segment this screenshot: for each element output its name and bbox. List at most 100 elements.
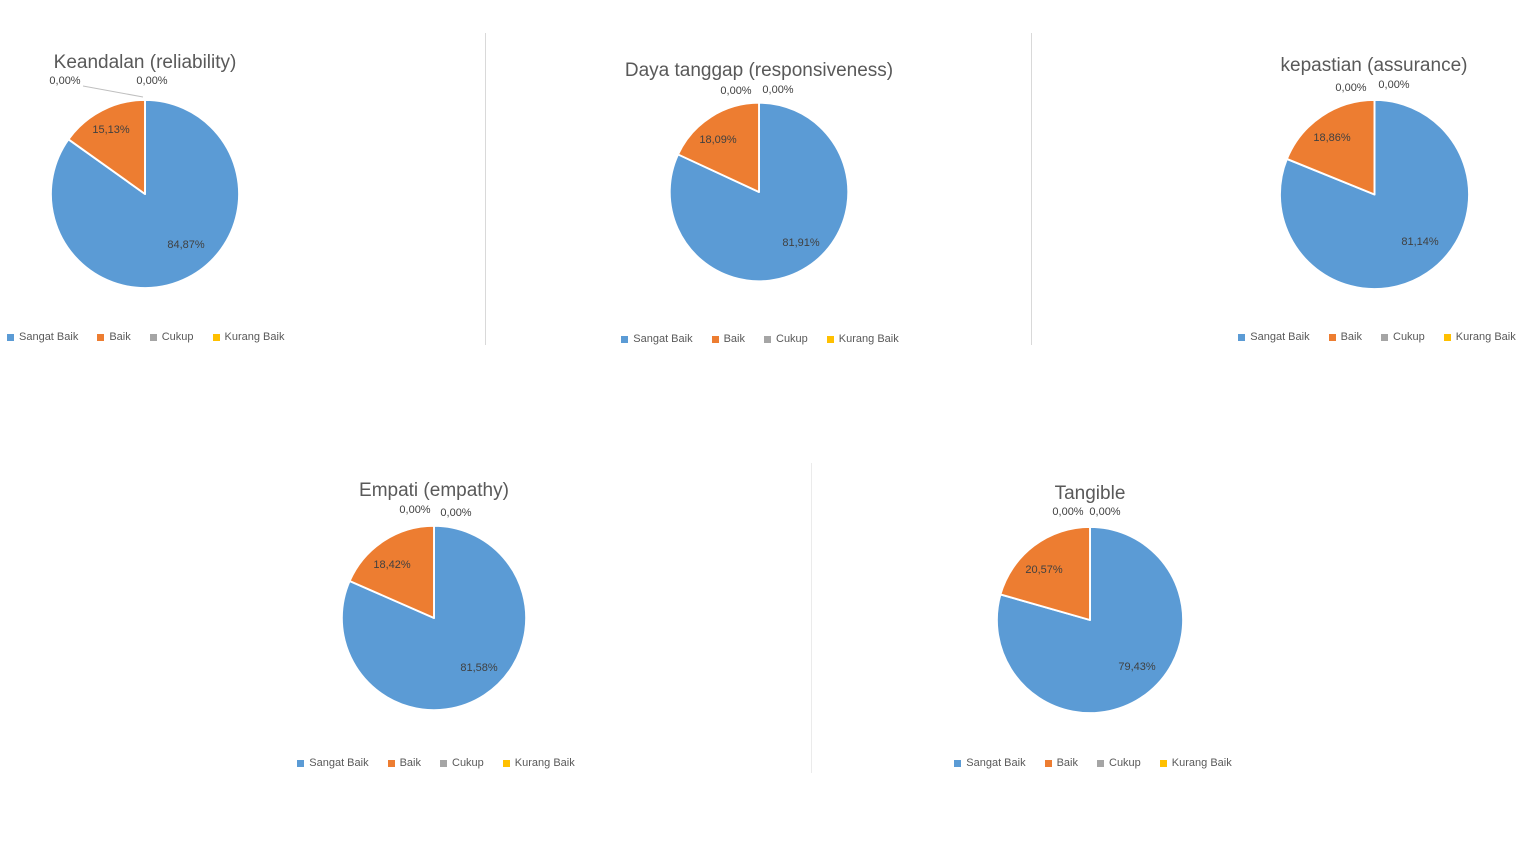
pie-plot <box>49 98 240 290</box>
data-label-sangat-baik: 79,43% <box>1118 661 1156 673</box>
legend-label: Sangat Baik <box>19 331 79 343</box>
chart-title: Tangible <box>1054 482 1126 504</box>
legend-item-kurang-baik: Kurang Baik <box>502 757 575 769</box>
legend-item-baik: Baik <box>711 333 745 345</box>
vertical-divider <box>1031 33 1032 345</box>
data-label-kurang-baik: 0,00% <box>136 75 168 87</box>
legend-label: Kurang Baik <box>224 331 285 343</box>
legend-item-cukup: Cukup <box>1381 331 1425 343</box>
legend-label: Baik <box>1056 757 1078 769</box>
data-label-cukup: 0,00% <box>1335 82 1367 94</box>
legend-marker-cukup <box>1381 333 1388 341</box>
legend-item-sangat-baik: Sangat Baik <box>297 757 369 769</box>
data-label-baik: 18,09% <box>699 134 737 146</box>
legend-marker-sangat-baik <box>621 335 629 343</box>
data-label-cukup: 0,00% <box>49 75 81 87</box>
legend-marker-kurang-baik <box>502 759 510 767</box>
legend-marker-baik <box>1044 759 1052 767</box>
legend-label: Cukup <box>1393 331 1425 343</box>
legend-label: Sangat Baik <box>966 757 1026 769</box>
legend-label: Kurang Baik <box>1455 331 1516 343</box>
legend-marker-kurang-baik <box>212 333 220 341</box>
chart-title: Keandalan (reliability) <box>53 51 237 73</box>
legend-marker-sangat-baik <box>7 333 14 341</box>
legend-label: Kurang Baik <box>1171 757 1232 769</box>
data-label-cukup: 0,00% <box>399 504 431 516</box>
legend-label: Sangat Baik <box>309 757 369 769</box>
legend-label: Baik <box>723 333 745 345</box>
legend: Sangat Baik Baik Cukup Kurang Baik <box>1177 331 1524 343</box>
legend-label: Sangat Baik <box>1250 331 1310 343</box>
data-label-cukup: 0,00% <box>720 85 752 97</box>
legend-item-cukup: Cukup <box>1097 757 1141 769</box>
chart-title: Empati (empathy) <box>359 479 509 501</box>
legend-label: Kurang Baik <box>838 333 899 345</box>
legend-item-baik: Baik <box>1328 331 1362 343</box>
chart-title: Daya tanggap (responsiveness) <box>624 59 894 81</box>
data-label-baik: 18,86% <box>1313 132 1351 144</box>
legend-marker-cukup <box>440 759 447 767</box>
legend-marker-cukup <box>1097 759 1104 767</box>
legend-label: Cukup <box>161 331 194 343</box>
data-label-baik: 15,13% <box>92 124 130 136</box>
legend-item-cukup: Cukup <box>440 757 484 769</box>
data-label-cukup: 0,00% <box>1052 506 1084 518</box>
legend-marker-sangat-baik <box>297 759 305 767</box>
legend: Sangat Baik Baik Cukup Kurang Baik <box>560 333 960 345</box>
vertical-divider <box>811 463 812 773</box>
legend-label: Cukup <box>452 757 484 769</box>
data-label-baik: 20,57% <box>1025 564 1063 576</box>
legend-marker-sangat-baik <box>954 759 962 767</box>
legend-marker-sangat-baik <box>1238 333 1246 341</box>
legend-item-sangat-baik: Sangat Baik <box>1238 331 1310 343</box>
data-label-baik: 18,42% <box>373 559 411 571</box>
legend-marker-cukup <box>149 333 157 341</box>
legend-item-cukup: Cukup <box>764 333 808 345</box>
legend-marker-baik <box>97 333 105 341</box>
legend-item-kurang-baik: Kurang Baik <box>826 333 899 345</box>
data-label-sangat-baik: 81,91% <box>782 237 820 249</box>
pie-plot <box>340 524 528 712</box>
legend-label: Kurang Baik <box>514 757 575 769</box>
legend-marker-baik <box>387 759 395 767</box>
legend-item-kurang-baik: Kurang Baik <box>212 331 285 343</box>
legend-label: Baik <box>109 331 131 343</box>
legend-label: Cukup <box>776 333 808 345</box>
pie-plot <box>995 525 1185 714</box>
pie-plot <box>1279 98 1470 291</box>
legend: Sangat Baik Baik Cukup Kurang Baik <box>236 757 636 769</box>
legend-item-cukup: Cukup <box>149 331 194 343</box>
legend-label: Baik <box>399 757 421 769</box>
data-label-sangat-baik: 81,14% <box>1401 236 1439 248</box>
legend-item-sangat-baik: Sangat Baik <box>954 757 1026 769</box>
pie-plot <box>668 101 850 283</box>
legend-item-sangat-baik: Sangat Baik <box>7 331 78 343</box>
legend-marker-baik <box>711 335 719 343</box>
legend-label: Sangat Baik <box>633 333 693 345</box>
legend-label: Baik <box>1340 331 1362 343</box>
data-label-kurang-baik: 0,00% <box>1089 506 1121 518</box>
legend-item-baik: Baik <box>1044 757 1078 769</box>
legend-marker-baik <box>1328 333 1336 341</box>
data-label-kurang-baik: 0,00% <box>440 507 472 519</box>
legend-marker-kurang-baik <box>1443 333 1451 341</box>
data-label-sangat-baik: 81,58% <box>460 662 498 674</box>
legend-item-baik: Baik <box>387 757 421 769</box>
legend-marker-kurang-baik <box>1159 759 1167 767</box>
data-label-sangat-baik: 84,87% <box>167 239 205 251</box>
chart-title: kepastian (assurance) <box>1280 54 1468 76</box>
legend-item-kurang-baik: Kurang Baik <box>1443 331 1516 343</box>
data-label-kurang-baik: 0,00% <box>762 84 794 96</box>
legend-marker-cukup <box>764 335 771 343</box>
data-label-kurang-baik: 0,00% <box>1378 79 1410 91</box>
legend-marker-kurang-baik <box>826 335 834 343</box>
legend-item-kurang-baik: Kurang Baik <box>1159 757 1232 769</box>
legend-label: Cukup <box>1109 757 1141 769</box>
legend: Sangat Baik Baik Cukup Kurang Baik <box>7 331 284 343</box>
label-leader-line <box>82 85 144 98</box>
legend-item-baik: Baik <box>97 331 131 343</box>
vertical-divider <box>485 33 486 345</box>
legend: Sangat Baik Baik Cukup Kurang Baik <box>893 757 1293 769</box>
legend-item-sangat-baik: Sangat Baik <box>621 333 693 345</box>
